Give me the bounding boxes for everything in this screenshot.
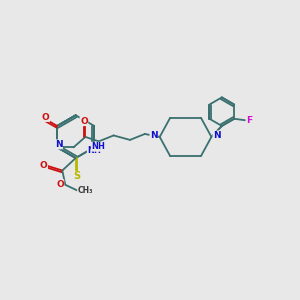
Text: NH: NH	[87, 146, 101, 155]
Text: S: S	[74, 172, 81, 182]
Text: N: N	[55, 140, 62, 149]
Text: N: N	[150, 131, 158, 140]
Text: NH: NH	[91, 142, 105, 151]
Text: F: F	[246, 116, 252, 125]
Text: O: O	[80, 117, 88, 126]
Text: O: O	[56, 180, 64, 189]
Text: CH₃: CH₃	[77, 186, 93, 195]
Text: O: O	[40, 161, 47, 170]
Text: N: N	[213, 131, 220, 140]
Text: O: O	[42, 112, 50, 122]
